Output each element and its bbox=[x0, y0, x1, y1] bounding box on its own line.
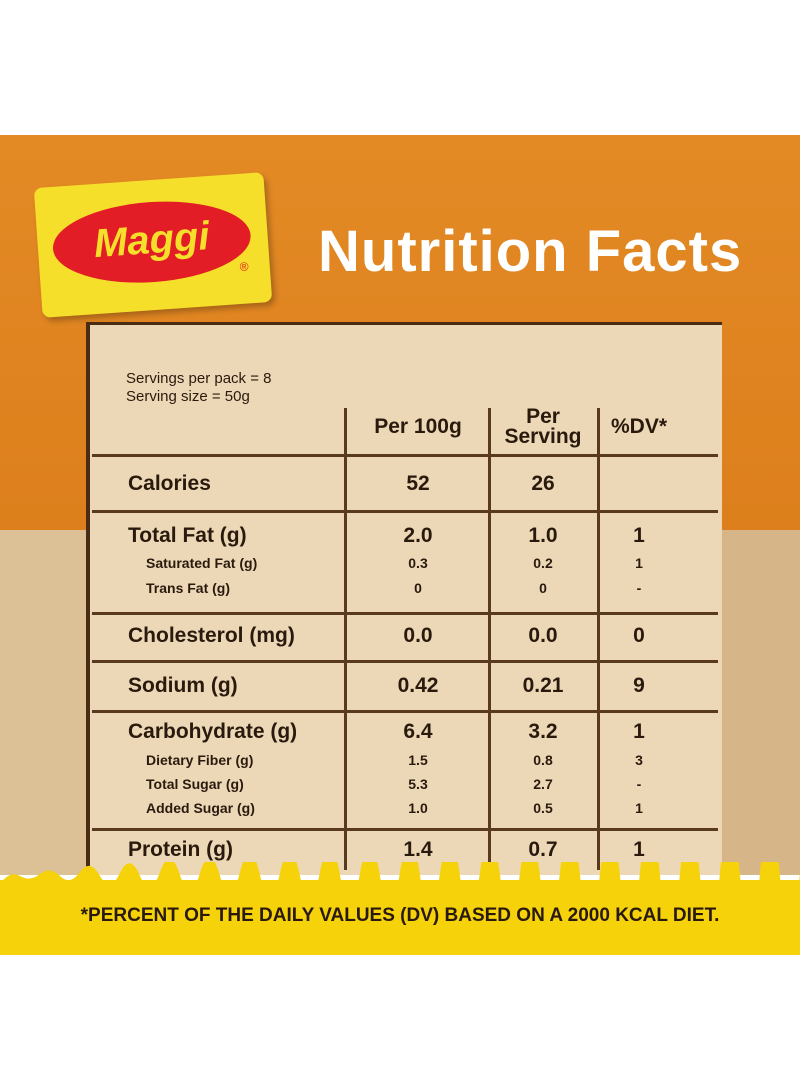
footer-band bbox=[0, 880, 800, 955]
logo-card: Maggi ® bbox=[33, 172, 273, 318]
cell: 0 bbox=[633, 624, 645, 647]
row-label: Calories bbox=[128, 472, 211, 495]
cell: - bbox=[636, 580, 642, 596]
row-label: Carbohydrate (g) bbox=[128, 720, 298, 743]
cell: 0.3 bbox=[408, 555, 428, 571]
cell: 0.8 bbox=[533, 752, 553, 768]
cell: 5.3 bbox=[408, 776, 428, 792]
footer-wave bbox=[0, 862, 800, 884]
cell: 0.0 bbox=[528, 624, 558, 647]
cell: 0 bbox=[414, 580, 422, 596]
cell: 0.5 bbox=[533, 800, 553, 816]
title: Nutrition Facts bbox=[318, 219, 743, 284]
cell: 1 bbox=[633, 838, 645, 861]
servings-line: Servings per pack = 8 bbox=[126, 370, 272, 387]
row-label: Sodium (g) bbox=[128, 674, 238, 697]
sub-row-label: Saturated Fat (g) bbox=[146, 555, 258, 571]
footnote: *PERCENT OF THE DAILY VALUES (DV) BASED … bbox=[80, 905, 720, 926]
row-label: Total Fat (g) bbox=[128, 524, 247, 547]
row-divider bbox=[92, 612, 718, 615]
sub-row-label: Trans Fat (g) bbox=[146, 580, 231, 596]
sub-row-label: Added Sugar (g) bbox=[146, 800, 255, 816]
beige-left bbox=[0, 530, 90, 875]
cell: 1.4 bbox=[403, 838, 433, 861]
column-line bbox=[597, 408, 600, 870]
row-divider bbox=[92, 660, 718, 663]
cell: 0.0 bbox=[403, 624, 433, 647]
logo-mark: ® bbox=[239, 259, 250, 274]
row-divider bbox=[92, 510, 718, 513]
cell: 0.42 bbox=[397, 674, 439, 697]
cell: 26 bbox=[531, 472, 555, 495]
cell: 2.7 bbox=[533, 776, 553, 792]
cell: 0.2 bbox=[533, 555, 553, 571]
cell: 1.5 bbox=[408, 752, 428, 768]
column-header: %DV* bbox=[610, 415, 668, 438]
sub-row-label: Total Sugar (g) bbox=[146, 776, 244, 792]
cell: 9 bbox=[633, 674, 645, 697]
row-label: Protein (g) bbox=[128, 838, 233, 861]
row-divider bbox=[92, 710, 718, 713]
cell: 0.21 bbox=[522, 674, 564, 697]
column-header: Per 100g bbox=[374, 415, 462, 438]
cell: 1.0 bbox=[408, 800, 428, 816]
cell: 1.0 bbox=[528, 524, 558, 547]
header-divider bbox=[92, 454, 718, 457]
row-label: Cholesterol (mg) bbox=[128, 624, 295, 647]
cell: 52 bbox=[406, 472, 430, 495]
cell: 1 bbox=[635, 800, 643, 816]
row-divider bbox=[92, 828, 718, 831]
column-line bbox=[488, 408, 491, 870]
cell: 1 bbox=[633, 720, 645, 743]
cell: 3.2 bbox=[528, 720, 558, 743]
servings-line: Serving size = 50g bbox=[126, 388, 250, 405]
cell: 0.7 bbox=[528, 838, 558, 861]
cell: - bbox=[636, 776, 642, 792]
column-header: Per Serving bbox=[504, 405, 582, 448]
cell: 6.4 bbox=[403, 720, 433, 743]
cell: 1 bbox=[633, 524, 645, 547]
cell: 2.0 bbox=[403, 524, 433, 547]
sub-row-label: Dietary Fiber (g) bbox=[146, 752, 254, 768]
table-card bbox=[86, 322, 722, 875]
column-line bbox=[344, 408, 347, 870]
cell: 1 bbox=[635, 555, 643, 571]
cell: 3 bbox=[635, 752, 643, 768]
cell: 0 bbox=[539, 580, 547, 596]
